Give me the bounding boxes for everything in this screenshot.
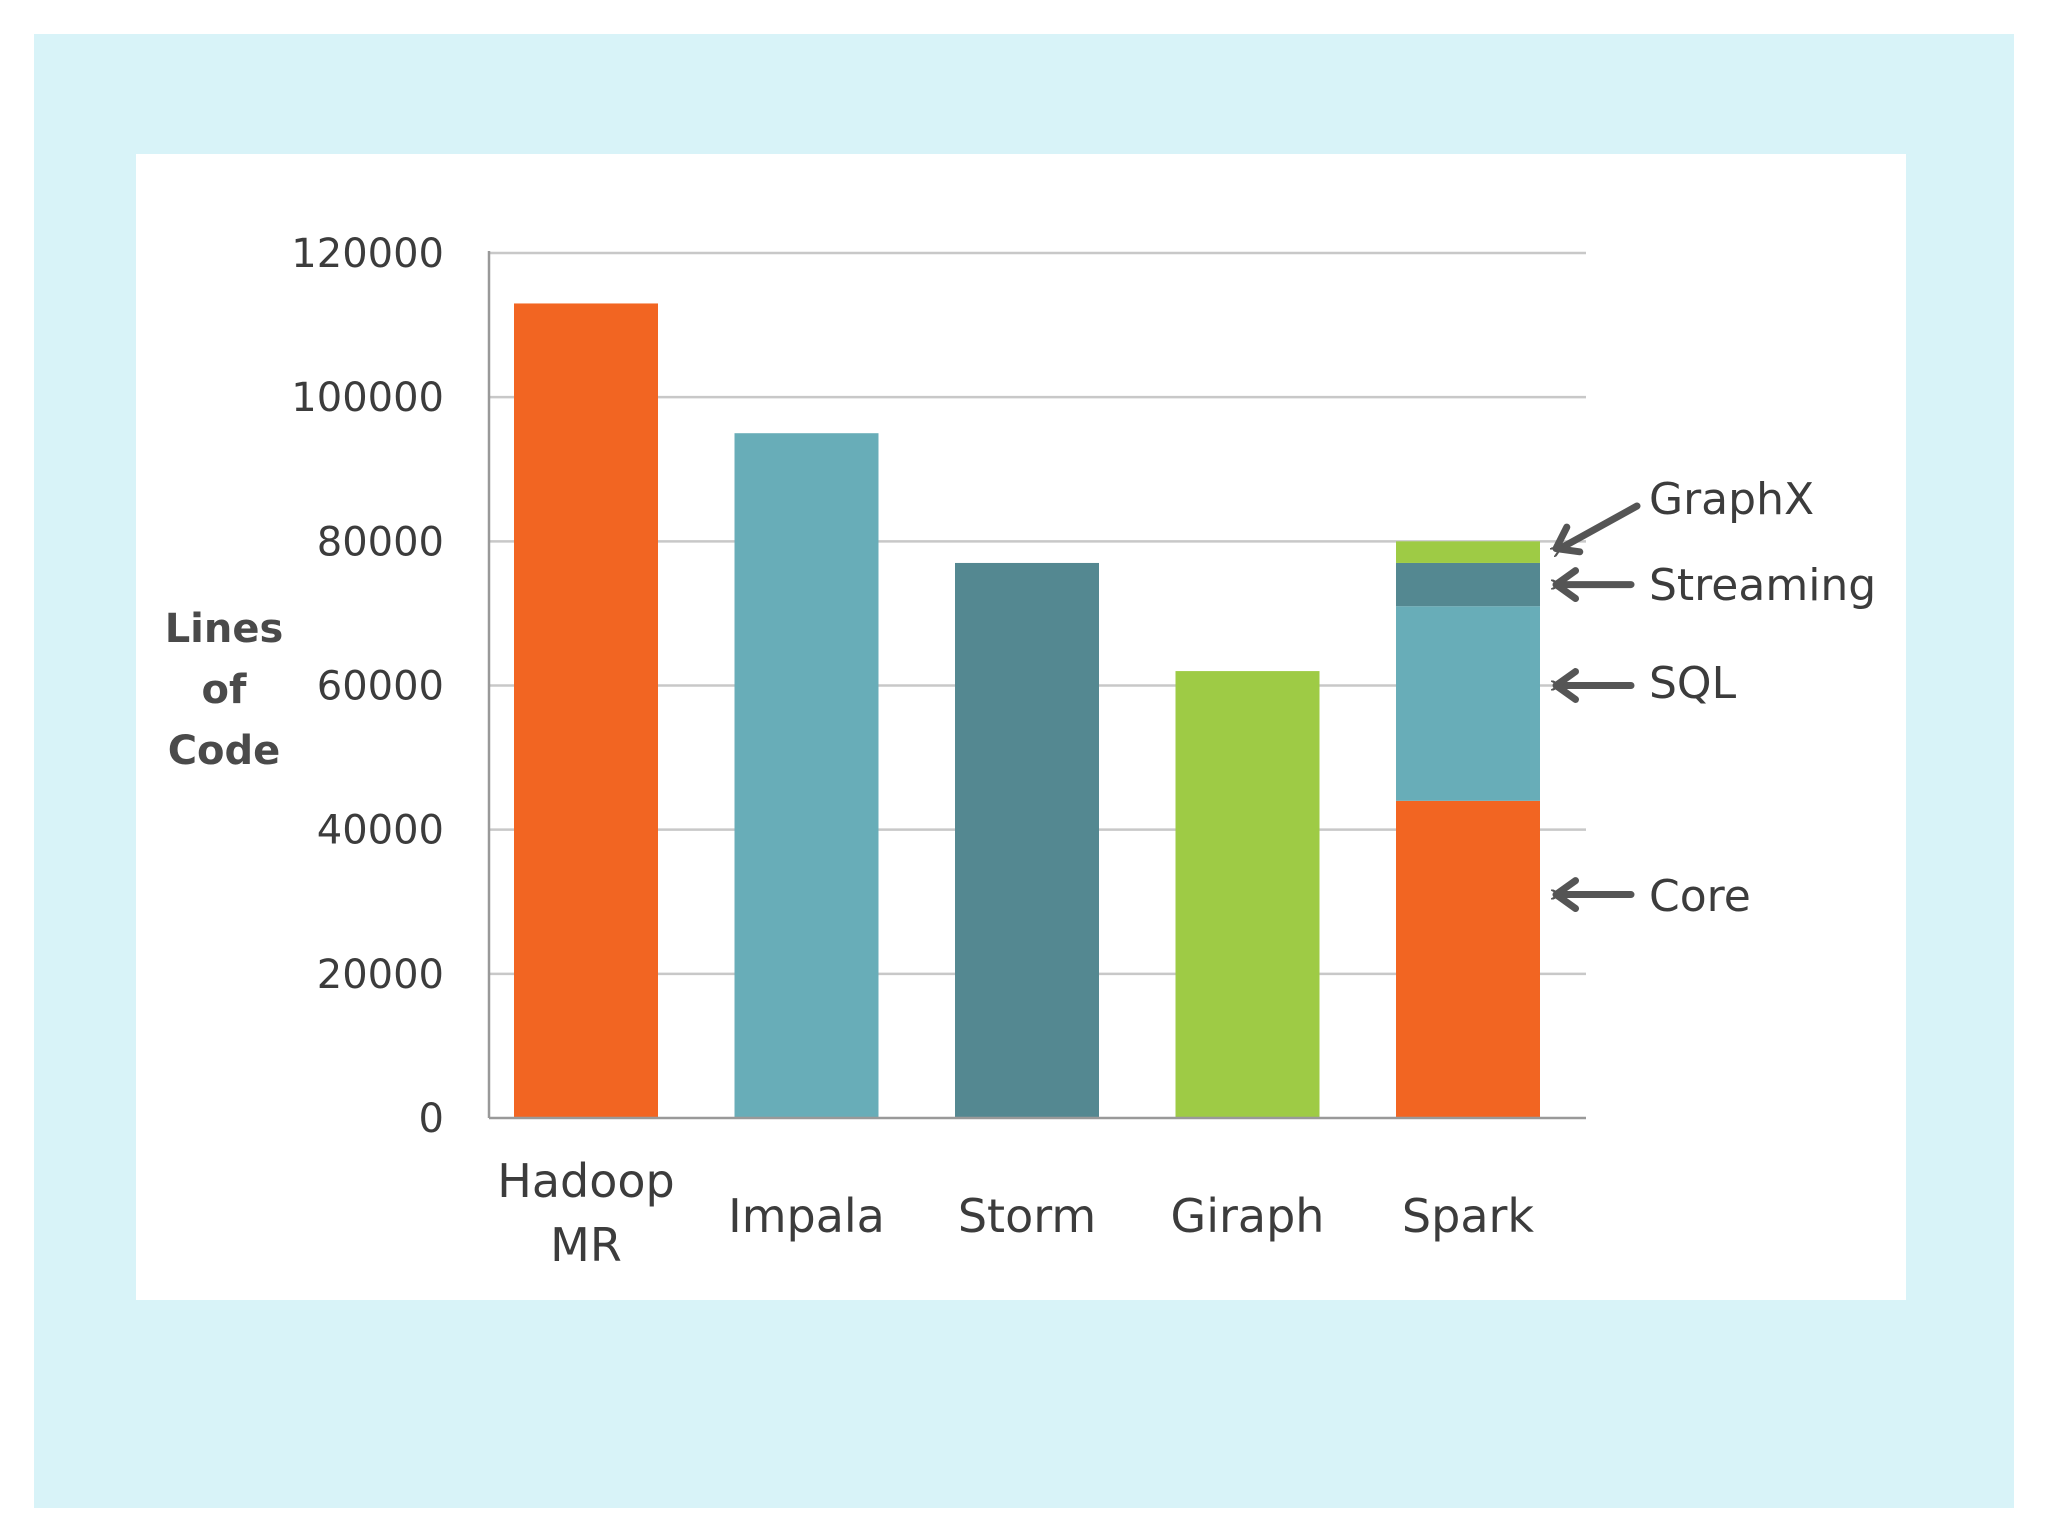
x-category-label-1-0: Impala [728, 1189, 885, 1243]
y-axis-label-line-1: of [202, 667, 247, 713]
annotation-label-graphx: GraphX [1649, 474, 1814, 525]
bar-2-segment-storm [955, 562, 1099, 1118]
y-tick-label-0: 0 [419, 1096, 444, 1142]
annotation-label-streaming: Streaming [1649, 560, 1876, 611]
bar-chart: 0 20000 40000 60000 80000 100000 120000 Hadoop… [165, 231, 1877, 1272]
x-category-labels: Hadoop MR Impala Storm Giraph Spark [497, 1154, 1534, 1272]
arrowhead-sql [1552, 668, 1580, 703]
y-tick-labels: 0 20000 40000 60000 80000 100000 120000 [291, 231, 444, 1142]
annotation-label-sql: SQL [1649, 658, 1737, 709]
y-tick-label-60000: 60000 [317, 664, 444, 710]
arrow-graphx [1560, 502, 1641, 549]
y-tick-label-120000: 120000 [291, 231, 444, 277]
annotation-label-core: Core [1649, 871, 1751, 922]
y-tick-label-100000: 100000 [291, 375, 444, 421]
bar-0-segment-hadoop-mr [514, 303, 658, 1118]
x-category-label-2-0: Storm [958, 1189, 1096, 1243]
bar-1-segment-impala [734, 433, 879, 1118]
y-axis-label-line-2: Code [168, 728, 281, 774]
y-tick-label-40000: 40000 [317, 808, 444, 854]
x-category-label-0-1: MR [550, 1218, 622, 1272]
chart-card: 0 20000 40000 60000 80000 100000 120000 Hadoop… [136, 154, 1906, 1300]
arrowhead-streaming [1552, 567, 1580, 603]
y-axis-label-line-0: Lines [165, 606, 284, 652]
arrowhead-graphx [1552, 523, 1584, 556]
bar-4-segment-core [1396, 800, 1540, 1118]
y-axis-label: Lines of Code [165, 606, 284, 774]
segment-annotations: GraphX Streaming SQL Core [1556, 474, 1876, 922]
y-tick-label-80000: 80000 [317, 519, 444, 565]
x-category-label-4-0: Spark [1402, 1189, 1534, 1243]
bars [514, 303, 1540, 1118]
bar-3-segment-giraph [1175, 671, 1320, 1118]
arrowhead-core [1552, 877, 1580, 912]
y-tick-label-20000: 20000 [317, 952, 444, 998]
x-category-label-0-0: Hadoop [497, 1154, 674, 1208]
axes [487, 251, 1586, 1120]
x-category-label-3-0: Giraph [1171, 1189, 1325, 1243]
bar-4-segment-graphx [1396, 541, 1540, 563]
bar-4-segment-sql [1396, 606, 1540, 801]
bar-4-segment-streaming [1396, 562, 1540, 607]
